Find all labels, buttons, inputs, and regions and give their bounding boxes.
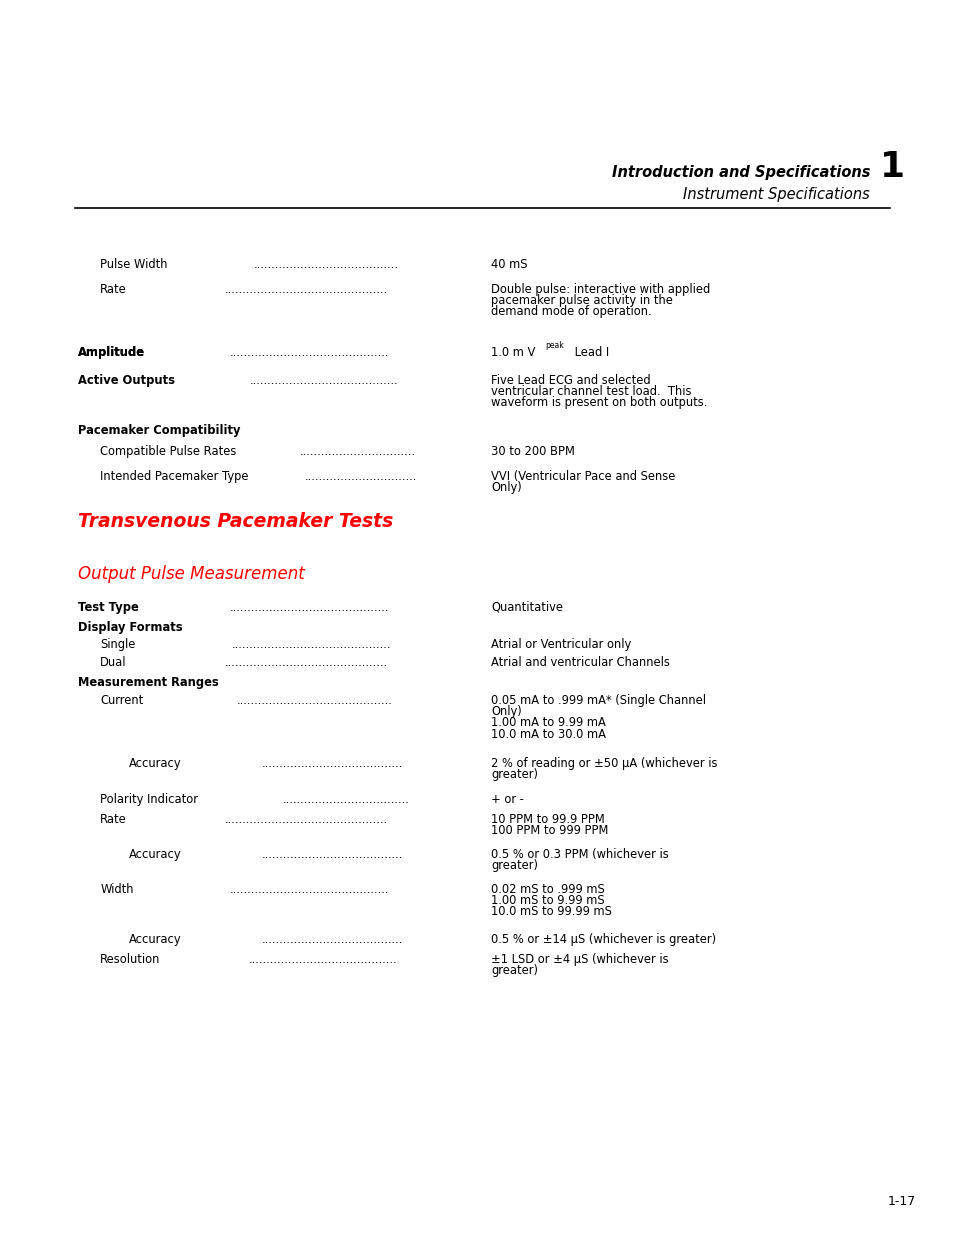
Text: 0.5 % or 0.3 PPM (whichever is: 0.5 % or 0.3 PPM (whichever is [491, 848, 668, 861]
Text: 40 mS: 40 mS [491, 258, 527, 270]
Text: ...........................................: ........................................… [236, 694, 393, 706]
Text: 30 to 200 BPM: 30 to 200 BPM [491, 445, 575, 458]
Text: .............................................: ........................................… [225, 813, 387, 826]
Text: 1.00 mS to 9.99 mS: 1.00 mS to 9.99 mS [491, 894, 604, 908]
Text: .......................................: ....................................... [261, 932, 402, 946]
Text: Accuracy: Accuracy [129, 757, 181, 769]
Text: Only): Only) [491, 705, 521, 719]
Text: peak: peak [545, 341, 564, 350]
Text: ...............................: ............................... [304, 471, 416, 483]
Text: greater): greater) [491, 860, 537, 872]
Text: ............................................: ........................................… [230, 346, 389, 359]
Text: Display Formats: Display Formats [78, 621, 183, 634]
Text: Pacemaker Compatibility: Pacemaker Compatibility [78, 424, 240, 437]
Text: greater): greater) [491, 965, 537, 977]
Text: Resolution: Resolution [100, 953, 160, 966]
Text: Width: Width [100, 883, 133, 897]
Text: 1.00 mA to 9.99 mA: 1.00 mA to 9.99 mA [491, 716, 605, 730]
Text: .........................................: ........................................… [250, 374, 397, 387]
Text: Accuracy: Accuracy [129, 848, 181, 861]
Text: Quantitative: Quantitative [491, 601, 562, 614]
Text: .........................................: ........................................… [249, 953, 397, 966]
Text: 1-17: 1-17 [886, 1195, 915, 1208]
Text: Intended Pacemaker Type: Intended Pacemaker Type [100, 471, 249, 483]
Text: Polarity Indicator: Polarity Indicator [100, 793, 198, 806]
Text: pacemaker pulse activity in the: pacemaker pulse activity in the [491, 294, 673, 308]
Text: Rate: Rate [100, 813, 127, 826]
Text: ±1 LSD or ±4 μS (whichever is: ±1 LSD or ±4 μS (whichever is [491, 953, 668, 966]
Text: 10.0 mA to 30.0 mA: 10.0 mA to 30.0 mA [491, 727, 606, 741]
Text: greater): greater) [491, 768, 537, 782]
Text: 0.05 mA to .999 mA* (Single Channel: 0.05 mA to .999 mA* (Single Channel [491, 694, 705, 706]
Text: 1.0 m V: 1.0 m V [491, 346, 536, 359]
Text: ventricular channel test load.  This: ventricular channel test load. This [491, 385, 691, 398]
Text: Double pulse: interactive with applied: Double pulse: interactive with applied [491, 283, 710, 296]
Text: Amplitude: Amplitude [78, 346, 145, 359]
Text: Rate: Rate [100, 283, 127, 296]
Text: ............................................: ........................................… [230, 601, 389, 614]
Text: Active Outputs: Active Outputs [78, 374, 175, 387]
Text: Introduction and Specifications: Introduction and Specifications [611, 165, 869, 180]
Text: Compatible Pulse Rates: Compatible Pulse Rates [100, 445, 236, 458]
Text: Output Pulse Measurement: Output Pulse Measurement [78, 564, 305, 583]
Text: Measurement Ranges: Measurement Ranges [78, 676, 219, 689]
Text: ........................................: ........................................ [253, 258, 398, 270]
Text: .............................................: ........................................… [225, 283, 387, 296]
Text: .......................................: ....................................... [261, 757, 402, 769]
Text: 0.02 mS to .999 mS: 0.02 mS to .999 mS [491, 883, 604, 897]
Text: 100 PPM to 999 PPM: 100 PPM to 999 PPM [491, 824, 608, 837]
Text: Only): Only) [491, 482, 521, 494]
Text: Accuracy: Accuracy [129, 932, 181, 946]
Text: Test Type: Test Type [78, 601, 139, 614]
Text: ...................................: ................................... [283, 793, 409, 806]
Text: Transvenous Pacemaker Tests: Transvenous Pacemaker Tests [78, 513, 393, 531]
Text: Single: Single [100, 638, 135, 651]
Text: 0.5 % or ±14 μS (whichever is greater): 0.5 % or ±14 μS (whichever is greater) [491, 932, 716, 946]
Text: .......................................: ....................................... [261, 848, 402, 861]
Text: waveform is present on both outputs.: waveform is present on both outputs. [491, 396, 707, 410]
Text: 10 PPM to 99.9 PPM: 10 PPM to 99.9 PPM [491, 813, 604, 826]
Text: 2 % of reading or ±50 μA (whichever is: 2 % of reading or ±50 μA (whichever is [491, 757, 717, 769]
Text: 10.0 mS to 99.99 mS: 10.0 mS to 99.99 mS [491, 905, 612, 919]
Text: 1: 1 [879, 149, 904, 184]
Text: ................................: ................................ [299, 445, 416, 458]
Text: Current: Current [100, 694, 143, 706]
Text: demand mode of operation.: demand mode of operation. [491, 305, 651, 319]
Text: Atrial or Ventricular only: Atrial or Ventricular only [491, 638, 631, 651]
Text: Dual: Dual [100, 656, 127, 669]
Text: Five Lead ECG and selected: Five Lead ECG and selected [491, 374, 650, 387]
Text: .............................................: ........................................… [225, 656, 387, 669]
Text: ............................................: ........................................… [229, 883, 389, 897]
Text: Instrument Specifications: Instrument Specifications [682, 186, 869, 203]
Text: Atrial and ventricular Channels: Atrial and ventricular Channels [491, 656, 669, 669]
Text: Amplitude: Amplitude [78, 346, 145, 359]
Text: VVI (Ventricular Pace and Sense: VVI (Ventricular Pace and Sense [491, 471, 675, 483]
Text: + or -: + or - [491, 793, 523, 806]
Text: ............................................: ........................................… [232, 638, 392, 651]
Text: Pulse Width: Pulse Width [100, 258, 168, 270]
Text: Lead I: Lead I [571, 346, 609, 359]
